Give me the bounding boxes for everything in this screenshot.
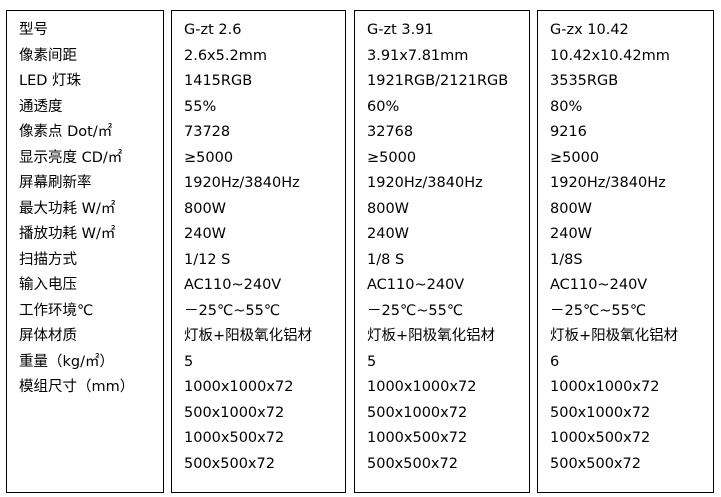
spec-label: 型号 bbox=[19, 22, 48, 38]
spec-value: 9216 bbox=[550, 124, 587, 140]
spec-value: 5 bbox=[367, 353, 377, 370]
spec-label: 播放功耗 W/㎡ bbox=[19, 226, 116, 242]
spec-value: 80% bbox=[550, 98, 583, 115]
spec-value: 1000x500x72 bbox=[184, 430, 285, 446]
spec-value: 1000x500x72 bbox=[550, 430, 651, 446]
spec-label: 像素点 Dot/㎡ bbox=[19, 124, 113, 140]
spec-value: ≥5000 bbox=[550, 149, 600, 166]
spec-value: 1921RGB/2121RGB bbox=[367, 73, 509, 89]
product-column-g-zx-10-42: G-zx 10.42 10.42x10.42mm 3535RGB 80% 9216 ≥50… bbox=[537, 10, 714, 493]
spec-value: 1920Hz/3840Hz bbox=[367, 175, 483, 191]
spec-label-column: 型号像素间距 LED 灯珠 通透度像素点 Dot/㎡ 显示亮度 CD/㎡ 屏幕刷新率最大… bbox=[6, 10, 164, 493]
spec-value: 500x1000x72 bbox=[550, 404, 651, 421]
spec-value: G-zx 10.42 bbox=[550, 22, 629, 38]
spec-value: 32768 bbox=[367, 124, 414, 140]
spec-value: 240W bbox=[367, 226, 410, 242]
spec-value: 55% bbox=[184, 98, 217, 115]
spec-value: 240W bbox=[550, 226, 593, 242]
spec-value: 1000x1000x72 bbox=[184, 379, 294, 395]
spec-value: AC110~240V bbox=[184, 277, 282, 293]
spec-label: 工作环境℃ bbox=[19, 302, 94, 319]
spec-value: 1000x500x72 bbox=[367, 430, 468, 446]
spec-value: －25℃~55℃ bbox=[184, 302, 281, 319]
spec-value: 5 bbox=[184, 353, 194, 370]
spec-value: AC110~240V bbox=[550, 277, 648, 293]
spec-label: 最大功耗 W/㎡ bbox=[19, 200, 116, 217]
spec-value: 1/12 S bbox=[184, 251, 231, 268]
spec-value: 6 bbox=[550, 353, 560, 370]
spec-value: 3.91x7.81mm bbox=[367, 47, 469, 64]
spec-label: 输入电压 bbox=[19, 277, 77, 293]
spec-label: LED 灯珠 bbox=[19, 73, 82, 89]
spec-value: 800W bbox=[367, 200, 410, 217]
spec-value: 1000x1000x72 bbox=[367, 379, 477, 395]
spec-value: AC110~240V bbox=[367, 277, 465, 293]
spec-value: G-zt 3.91 bbox=[367, 22, 434, 38]
spec-label: 屏幕刷新率 bbox=[19, 175, 92, 191]
spec-value: 500x1000x72 bbox=[184, 404, 285, 421]
spec-value: ≥5000 bbox=[367, 149, 417, 166]
spec-value: 240W bbox=[184, 226, 227, 242]
spec-value: 73728 bbox=[184, 124, 231, 140]
spec-value: 灯板+阳极氧化铝材 bbox=[184, 328, 313, 344]
spec-value: 500x500x72 bbox=[367, 455, 458, 472]
spec-value: ≥5000 bbox=[184, 149, 234, 166]
spec-value: 500x500x72 bbox=[550, 455, 641, 472]
spec-value: 1920Hz/3840Hz bbox=[550, 175, 666, 191]
spec-value: 500x500x72 bbox=[184, 455, 275, 472]
spec-value: 1000x1000x72 bbox=[550, 379, 660, 395]
spec-value: 3535RGB bbox=[550, 73, 619, 89]
spec-value: －25℃~55℃ bbox=[550, 302, 647, 319]
spec-value: 800W bbox=[550, 200, 593, 217]
product-column-g-zt-2-6: G-zt 2.6 2.6x5.2mm 1415RGB 55% 73728 ≥5000 192… bbox=[171, 10, 346, 493]
spec-value: 灯板+阳极氧化铝材 bbox=[550, 328, 679, 344]
spec-value: －25℃~55℃ bbox=[367, 302, 464, 319]
spec-value: 1920Hz/3840Hz bbox=[184, 175, 300, 191]
spec-value: 800W bbox=[184, 200, 227, 217]
spec-value: 1415RGB bbox=[184, 73, 253, 89]
spec-label: 屏体材质 bbox=[19, 328, 77, 344]
spec-label: 通透度 bbox=[19, 98, 63, 115]
spec-label: 像素间距 bbox=[19, 47, 77, 64]
spec-value: 2.6x5.2mm bbox=[184, 47, 267, 64]
spec-label: 重量（kg/㎡） bbox=[19, 353, 114, 370]
spec-label: 模组尺寸（mm） bbox=[19, 379, 135, 395]
spec-value: 500x1000x72 bbox=[367, 404, 468, 421]
spec-value: 1/8S bbox=[550, 251, 583, 268]
spec-value: 灯板+阳极氧化铝材 bbox=[367, 328, 496, 344]
spec-label: 显示亮度 CD/㎡ bbox=[19, 149, 123, 166]
spec-value: G-zt 2.6 bbox=[184, 22, 242, 38]
spec-label: 扫描方式 bbox=[19, 251, 77, 268]
spec-value: 1/8 S bbox=[367, 251, 405, 268]
product-column-g-zt-3-91: G-zt 3.91 3.91x7.81mm 1921RGB/2121RGB 60% 32… bbox=[354, 10, 530, 493]
spec-value: 10.42x10.42mm bbox=[550, 47, 670, 64]
spec-value: 60% bbox=[367, 98, 400, 115]
